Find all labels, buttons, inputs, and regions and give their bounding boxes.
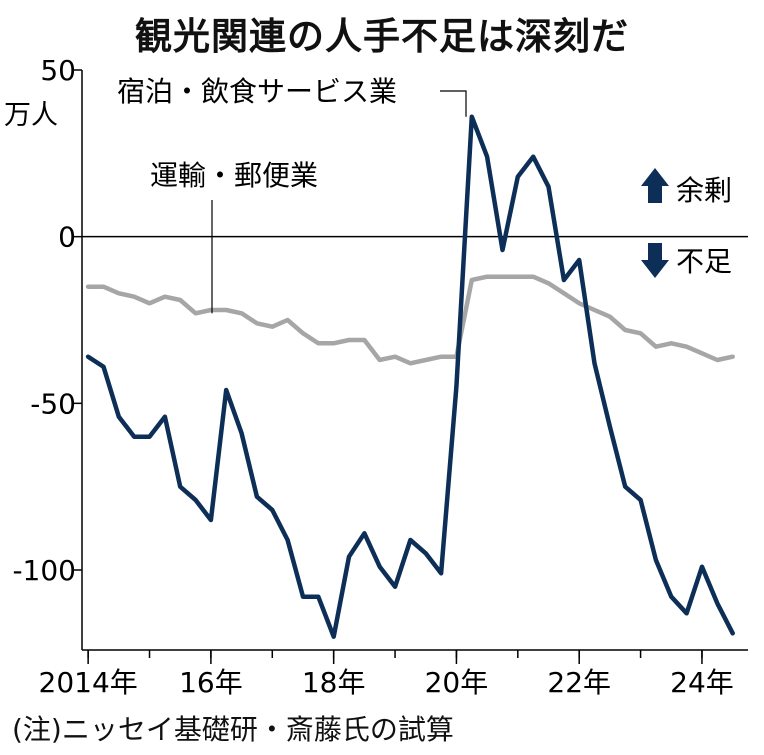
arrow-down-icon — [641, 260, 669, 278]
series-layer — [85, 114, 735, 639]
arrow-up-icon — [648, 185, 662, 203]
series-label-transport: 運輸・郵便業 — [150, 159, 318, 192]
x-tick-label: 22年 — [547, 666, 611, 699]
y-tick-label: 50 — [40, 54, 76, 87]
legend-shortage: 不足 — [676, 245, 732, 278]
labels: 50 0 -50 -100 万人 2014年 16年 18年 20年 22年 24年 宿泊・飲食サービ… — [4, 54, 734, 699]
x-tick-label: 2014年 — [39, 666, 138, 699]
y-tick-label: -100 — [12, 554, 76, 587]
source-note: (注)ニッセイ基礎研・斎藤氏の試算 — [12, 713, 454, 746]
arrow-up-icon — [641, 168, 669, 186]
series-line-lodging — [85, 114, 735, 639]
chart-title: 観光関連の人手不足は深刻だ — [135, 15, 629, 58]
y-tick-label: -50 — [30, 387, 76, 420]
axes — [74, 69, 748, 664]
x-tick-label: 18年 — [302, 666, 366, 699]
series-label-lodging: 宿泊・飲食サービス業 — [117, 75, 397, 108]
x-tick-label: 24年 — [670, 666, 734, 699]
x-tick-label: 20年 — [425, 666, 489, 699]
series-line-transport — [85, 274, 735, 366]
legend-surplus: 余剰 — [676, 174, 732, 207]
y-axis-unit: 万人 — [4, 100, 58, 131]
x-tick-label: 16年 — [179, 666, 243, 699]
leader-line-lodging — [440, 90, 467, 117]
arrow-down-icon — [648, 243, 662, 261]
y-tick-label: 0 — [58, 221, 76, 254]
